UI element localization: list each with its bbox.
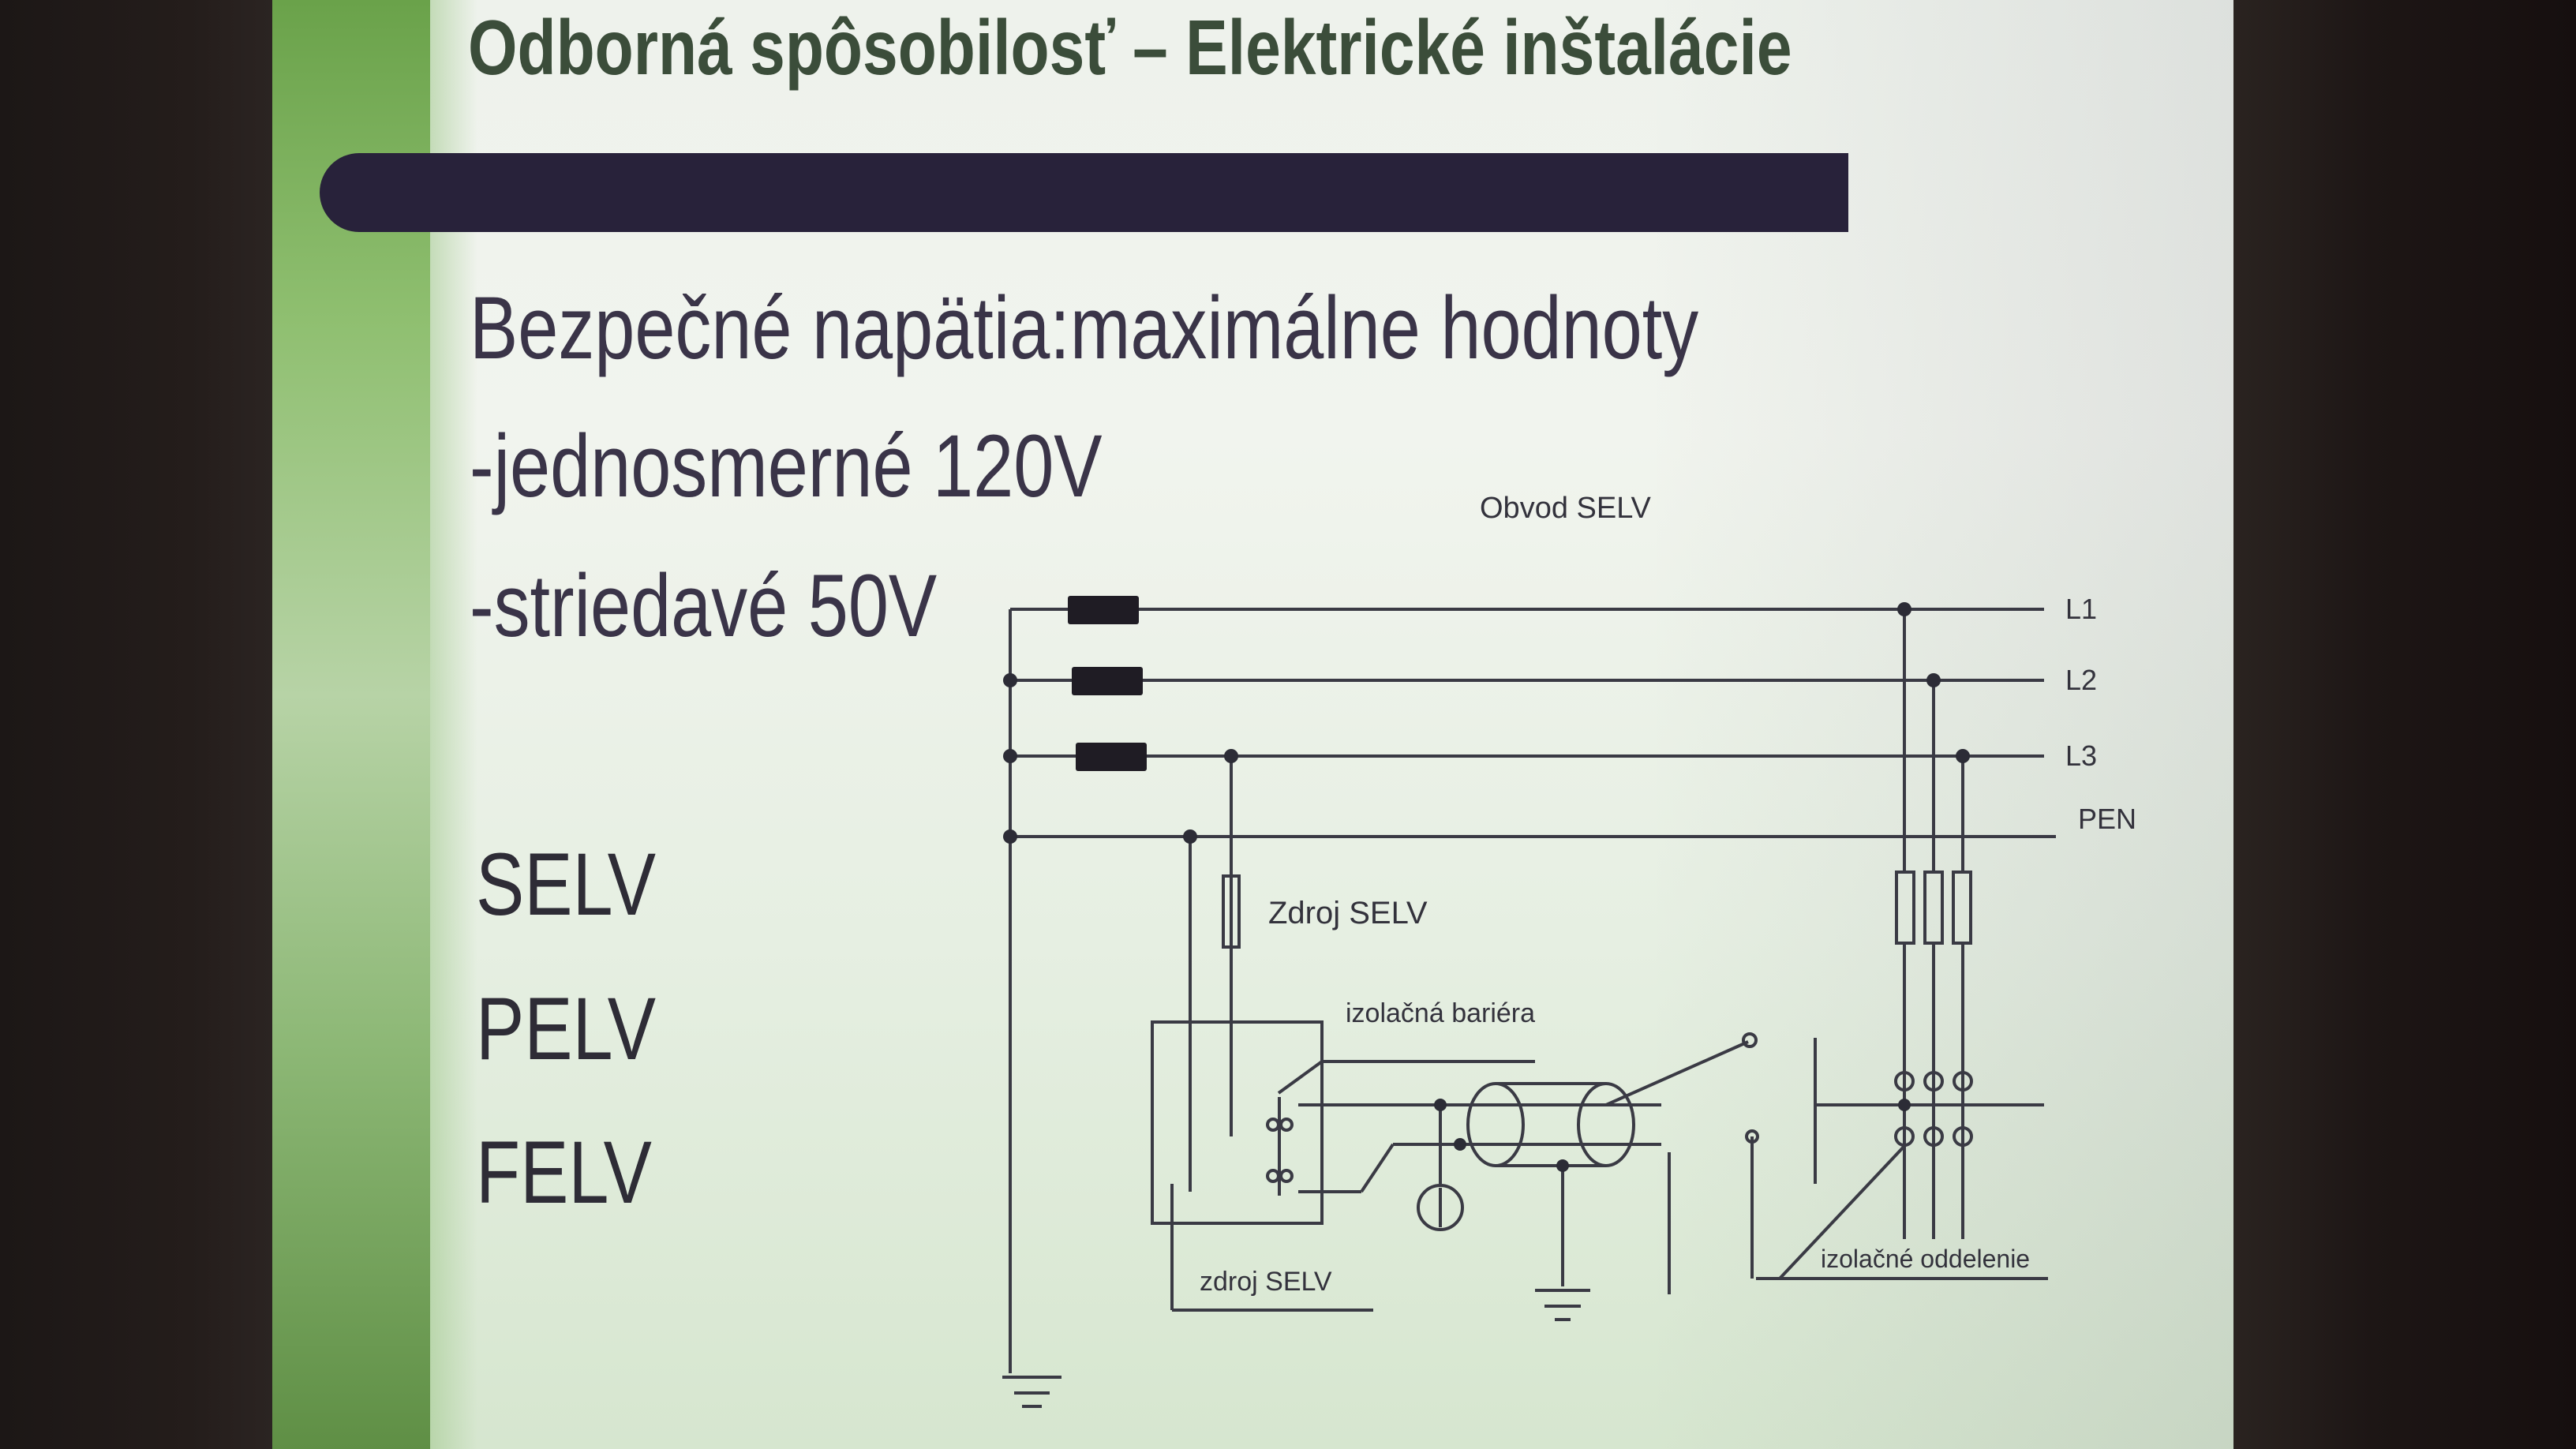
fuse-l3	[1952, 871, 1972, 945]
source-label-lower: zdroj SELV	[1200, 1267, 1332, 1297]
green-accent-fade	[430, 0, 477, 1449]
slide-heading: Bezpečné napätia:maximálne hodnoty	[470, 279, 1699, 377]
fuse-l2	[1923, 871, 1944, 945]
protector-l1	[1068, 596, 1139, 624]
phase-label-l2: L2	[2065, 664, 2097, 696]
screen-shading	[272, 0, 2233, 1449]
title-underline-bar	[320, 153, 1848, 232]
projected-slide: Odborná spôsobilosť – Elektrické inštalá…	[272, 0, 2233, 1449]
system-pelv: PELV	[476, 979, 657, 1078]
barrier-label: izolačná bariéra	[1346, 998, 1535, 1028]
selv-source-box	[1151, 1020, 1324, 1225]
protector-l2	[1072, 667, 1143, 695]
barrier-pointer	[1277, 1060, 1324, 1095]
circuit-label: Obvod SELV	[1480, 492, 1652, 525]
separation-label: izolačné oddelenie	[1821, 1245, 2030, 1273]
room-background-left	[0, 0, 272, 1449]
fuse-l1	[1895, 871, 1915, 945]
system-felv: FELV	[476, 1123, 652, 1222]
green-accent-band	[272, 0, 430, 1449]
phase-label-l1: L1	[2065, 593, 2097, 625]
system-selv: SELV	[476, 835, 657, 934]
protector-l3	[1076, 743, 1147, 771]
source-label: Zdroj SELV	[1268, 896, 1428, 930]
dc-voltage-line: -jednosmerné 120V	[470, 417, 1103, 515]
ac-voltage-line: -striedavé 50V	[470, 556, 938, 655]
equipment-cylinder	[1466, 1082, 1525, 1167]
phase-label-l3: L3	[2065, 739, 2097, 772]
switch-lever	[1605, 1040, 1749, 1106]
pen-label: PEN	[2078, 803, 2136, 835]
slide-title: Odborná spôsobilosť – Elektrické inštalá…	[468, 4, 1792, 91]
lamp-symbol	[1417, 1184, 1464, 1231]
selv-circuit-diagram: Obvod SELV L1 L2 L3 PEN Zdroj SELV izola…	[1002, 492, 2136, 1408]
selv-source-fuse	[1222, 874, 1241, 949]
separation-pointer	[1778, 1143, 1908, 1280]
room-background-right	[2233, 0, 2576, 1449]
